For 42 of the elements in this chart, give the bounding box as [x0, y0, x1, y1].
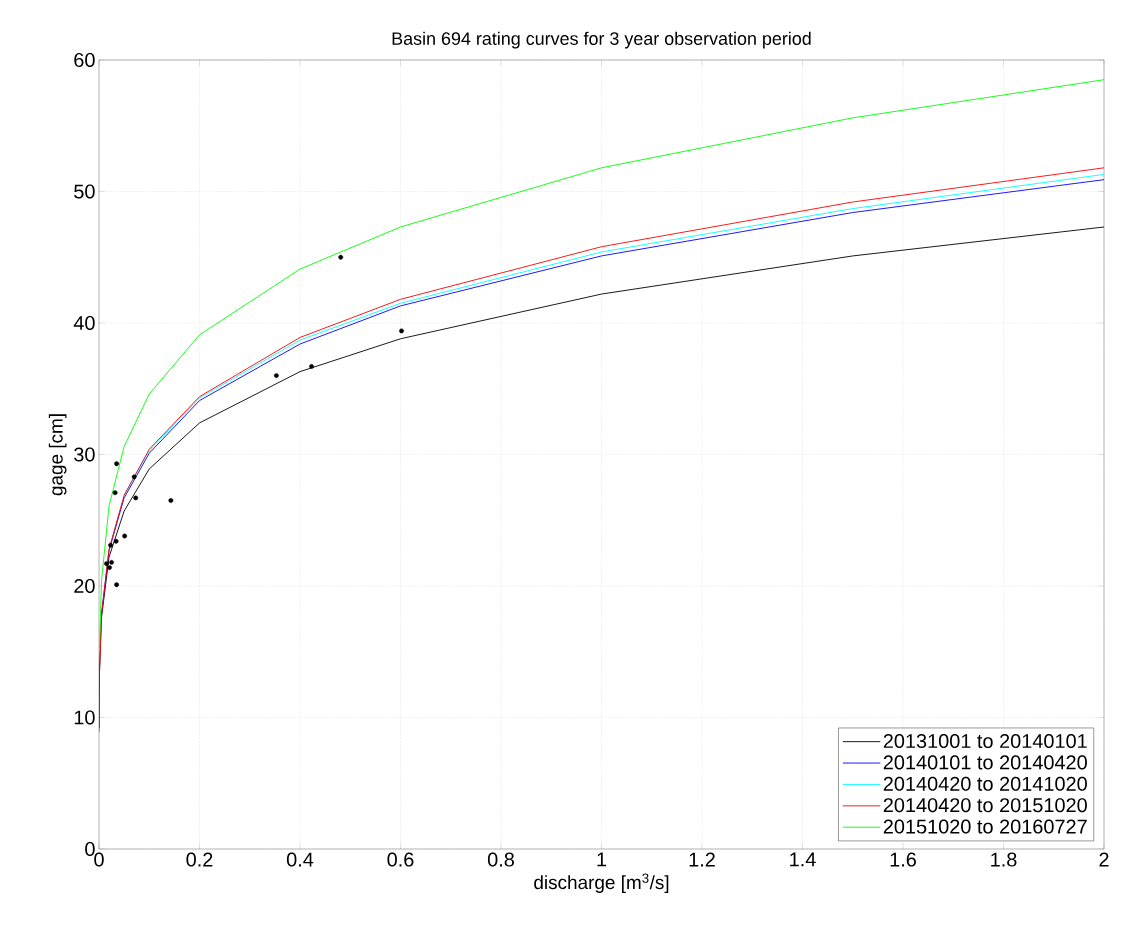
x-tick-label: 1.6 [890, 852, 916, 867]
x-tick-label: 1.2 [689, 852, 715, 867]
point [104, 561, 109, 567]
x-tick-label: 0.2 [186, 852, 213, 867]
point [113, 538, 119, 544]
point [133, 495, 139, 501]
point [107, 565, 112, 570]
y-axis-title: gage [cm] [48, 414, 67, 496]
x-tick-label: 0.6 [387, 852, 414, 867]
point [131, 474, 137, 480]
line-series [99, 79, 1104, 649]
point [338, 254, 344, 260]
legend-label: 20140420 to 20151020 [883, 798, 1087, 813]
x-tick-label: 1 [597, 852, 607, 867]
y-tick-label: 50 [74, 184, 95, 199]
chart-title: Basin 694 rating curves for 3 year observation period [392, 31, 811, 49]
x-tick-label: 1.4 [790, 852, 816, 867]
legend-label: 20151020 to 20160727 [883, 819, 1087, 834]
y-tick-label: 60 [74, 52, 95, 68]
point [309, 363, 314, 369]
x-tick-label: 0.8 [487, 852, 514, 867]
legend-label: 20131001 to 20140101 [883, 733, 1087, 749]
point [122, 533, 128, 539]
legend-label: 20140101 to 20140420 [883, 755, 1087, 770]
x-tick-label: 0.4 [286, 852, 314, 867]
legend-label: 20140420 to 20141020 [883, 776, 1087, 791]
y-tick-label: 20 [74, 578, 95, 594]
y-tick-label: 0 [85, 841, 95, 857]
point [114, 461, 119, 467]
x-axis-title: discharge [m$^{3}$/s] [534, 873, 669, 893]
point [399, 328, 404, 334]
x-tick-label: 1.8 [991, 852, 1017, 867]
y-tick-label: 10 [74, 710, 95, 725]
point [108, 542, 113, 548]
point [109, 559, 114, 565]
y-tick-label: 30 [74, 447, 95, 462]
y-tick-label: 40 [73, 315, 95, 331]
x-tick-label: 2 [1099, 852, 1109, 867]
point [273, 373, 279, 378]
point [114, 582, 119, 588]
point [112, 490, 118, 496]
point [168, 498, 174, 503]
